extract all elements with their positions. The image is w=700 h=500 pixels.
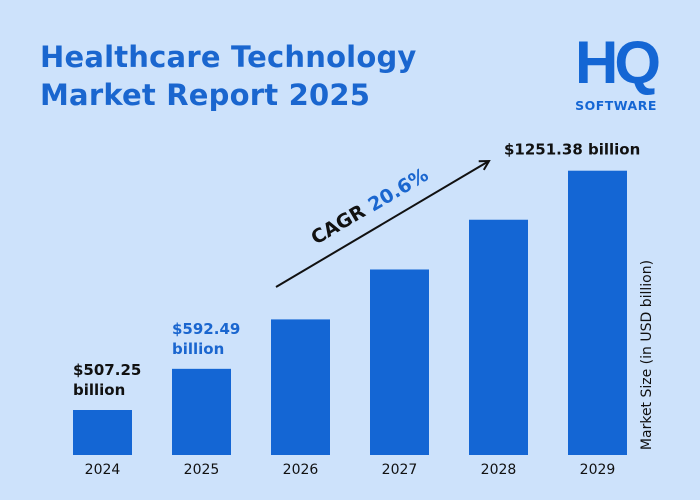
x-tick-label: 2025 — [184, 462, 220, 478]
logo-mark: HQ — [575, 29, 661, 96]
bar-2024 — [73, 410, 132, 455]
data-label-2024: $507.25 — [73, 361, 141, 379]
logo-text: SOFTWARE — [575, 98, 657, 113]
y-axis-label: Market Size (in USD billion) — [639, 260, 655, 450]
data-label-2025: billion — [172, 340, 224, 358]
bar-2027 — [370, 269, 429, 455]
cagr-arrow — [275, 161, 489, 288]
title-line-2: Market Report 2025 — [40, 78, 371, 112]
data-label-2024: billion — [73, 381, 125, 399]
bar-2029 — [568, 170, 627, 456]
bar-2025 — [172, 368, 231, 455]
x-tick-label: 2028 — [481, 462, 517, 478]
cagr-value: 20.6% — [364, 164, 432, 216]
data-label-2025: $592.49 — [172, 320, 240, 338]
bar-2028 — [469, 219, 528, 455]
title-line-1: Healthcare Technology — [40, 40, 417, 74]
hq-software-logo: HQ SOFTWARE — [566, 30, 666, 114]
x-tick-label: 2027 — [382, 462, 418, 478]
data-label-2029: $1251.38 billion — [504, 141, 640, 159]
cagr-label: CAGR — [307, 200, 369, 249]
x-tick-label: 2029 — [580, 462, 616, 478]
bar-2026 — [271, 319, 330, 455]
chart-title: Healthcare Technology Market Report 2025 — [40, 38, 417, 114]
x-tick-label: 2024 — [85, 462, 121, 478]
x-tick-label: 2026 — [283, 462, 319, 478]
